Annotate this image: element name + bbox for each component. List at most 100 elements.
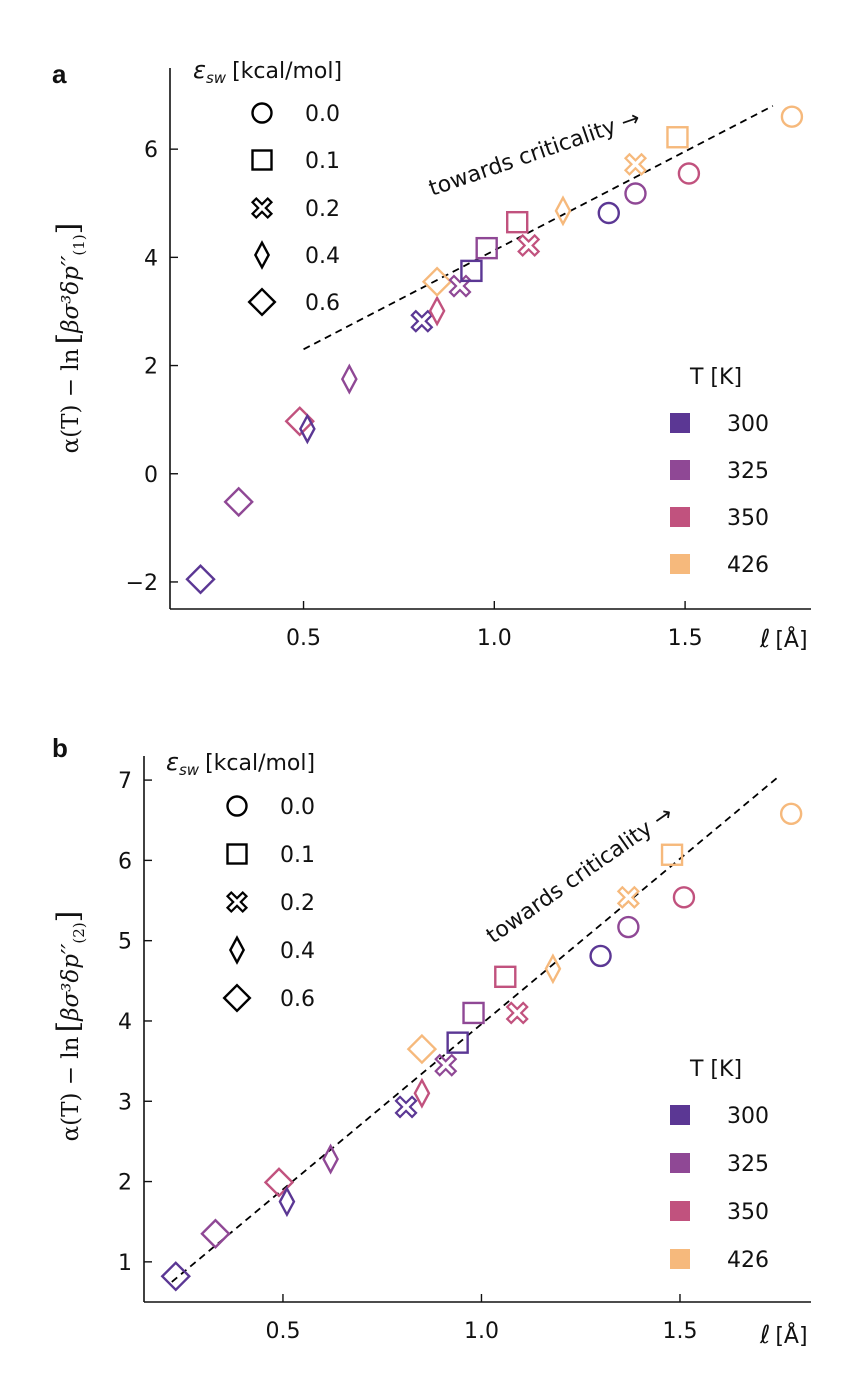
marker-legend-unit: [kcal/mol] <box>232 59 342 84</box>
x-axis-unit: [Å] <box>775 1322 807 1349</box>
y-tick-label: 5 <box>118 930 132 955</box>
x-tick-label: 1.0 <box>464 1319 499 1344</box>
marker-legend-eps: ε <box>166 748 179 776</box>
marker-legend-symbol <box>253 240 271 270</box>
x-axis-symbol: ℓ <box>759 624 770 653</box>
panel-label: b <box>52 733 68 763</box>
y-axis-label-prefix: α(T) − ln <box>58 1036 84 1141</box>
y-tick-label: 1 <box>118 1251 132 1276</box>
y-axis-label-sub: (2) <box>70 922 88 943</box>
data-point <box>428 295 446 327</box>
data-point <box>223 486 254 518</box>
y-tick-label: −2 <box>126 571 158 596</box>
chart-panel-a: a −2 0 2 4 6 0.5 1.0 1.5 ℓ [Å] α(T) − ln [βσ³δp′′(1)… <box>51 56 811 653</box>
y-tick-label: 6 <box>144 138 158 163</box>
data-point <box>616 885 640 909</box>
y-axis-label-body: βσ³δp′′ <box>58 943 84 1022</box>
y-axis-label-body: βσ³δp′′ <box>58 255 84 334</box>
temperature-legend-value: 325 <box>727 1152 769 1177</box>
data-point <box>434 1053 458 1077</box>
data-point <box>780 105 804 128</box>
marker-legend-symbol <box>251 149 273 171</box>
y-tick-label: 4 <box>144 246 158 271</box>
marker-legend-symbol <box>222 983 252 1013</box>
temperature-legend-swatch <box>670 460 690 480</box>
data-point <box>340 363 358 395</box>
data-point <box>185 564 216 595</box>
marker-legend-unit: [kcal/mol] <box>205 751 315 776</box>
temperature-legend-value: 350 <box>727 1200 769 1225</box>
data-point <box>666 126 689 149</box>
y-axis-label-prefix: α(T) − ln <box>58 348 84 453</box>
data-point <box>475 236 498 260</box>
y-tick-label: 3 <box>118 1090 132 1115</box>
x-tick-label: 1.0 <box>477 626 512 651</box>
data-point <box>623 152 648 176</box>
chart-panel-b: b 1 2 3 4 5 6 7 0.5 1.0 1.5 ℓ [Å] α(T) − ln [βσ³δp′′(2… <box>51 733 811 1349</box>
y-axis-bracket-left: [ <box>51 1021 86 1033</box>
marker-legend-value: 0.2 <box>280 891 315 916</box>
data-point <box>597 201 620 225</box>
marker-legend-symbol <box>226 795 248 817</box>
marker-legend-value: 0.0 <box>305 102 340 127</box>
data-point <box>278 1186 296 1218</box>
temperature-legend-title: T [K] <box>689 1057 742 1082</box>
data-point <box>660 843 684 866</box>
criticality-annotation: towards criticality → <box>426 106 644 202</box>
y-axis-label: α(T) − ln [βσ³δp′′(2)] <box>51 911 88 1142</box>
data-point <box>298 413 316 445</box>
marker-legend-title: εsw [kcal/mol] <box>193 56 342 87</box>
data-point <box>617 915 640 939</box>
data-point <box>322 1143 339 1175</box>
temperature-legend-value: 325 <box>727 459 769 484</box>
temperature-legend-swatch <box>670 413 690 433</box>
y-axis-label-sub: (1) <box>70 234 88 255</box>
temperature-legend-value: 426 <box>727 553 769 578</box>
y-axis-label-text: α(T) − ln [βσ³δp′′(1)] <box>51 223 88 454</box>
x-axis-symbol: ℓ <box>759 1320 770 1349</box>
y-tick-label: 7 <box>118 769 132 794</box>
y-tick-label: 2 <box>144 355 158 380</box>
data-point <box>200 1218 231 1249</box>
y-tick-label: 6 <box>118 849 132 874</box>
marker-legend-symbol <box>226 843 248 865</box>
x-axis-label: ℓ [Å] <box>759 624 808 653</box>
marker-legend-symbol <box>247 287 277 317</box>
y-axis-bracket-left: [ <box>51 333 86 345</box>
data-point <box>448 274 472 298</box>
data-point <box>677 162 701 185</box>
y-axis-label-text: α(T) − ln [βσ³δp′′(2)] <box>51 911 88 1142</box>
data-point <box>554 195 572 227</box>
y-tick-label: 0 <box>144 463 158 488</box>
marker-legend-value: 0.6 <box>305 291 340 316</box>
data-point <box>460 259 483 283</box>
data-point <box>446 1031 469 1054</box>
marker-legend-value: 0.4 <box>280 939 315 964</box>
data-point <box>413 1077 431 1109</box>
marker-legend-value: 0.2 <box>305 197 340 222</box>
temperature-legend-value: 300 <box>727 1104 769 1129</box>
data-point <box>517 233 541 258</box>
x-axis-label: ℓ [Å] <box>759 1320 808 1349</box>
temperature-legend-swatch <box>670 1201 690 1221</box>
data-point <box>672 886 696 909</box>
y-tick-label: 4 <box>118 1010 132 1035</box>
temperature-legend-value: 426 <box>727 1248 769 1273</box>
data-point <box>462 1001 485 1025</box>
data-point <box>779 802 803 826</box>
x-tick-label: 0.5 <box>286 626 321 651</box>
y-axis-bracket-right: ] <box>51 223 86 235</box>
data-point <box>494 965 517 989</box>
panel-label: a <box>52 59 67 89</box>
y-axis-label: α(T) − ln [βσ³δp′′(1)] <box>51 223 88 454</box>
temperature-legend-swatch <box>670 1153 690 1173</box>
temperature-legend-swatch <box>670 1249 690 1269</box>
fit-line <box>303 105 774 351</box>
temperature-legend-swatch <box>670 554 690 574</box>
x-tick-label: 1.5 <box>662 1319 697 1344</box>
marker-legend-value: 0.0 <box>280 795 315 820</box>
x-axis-unit: [Å] <box>775 626 807 653</box>
temperature-legend-swatch <box>670 507 690 527</box>
data-point <box>263 1167 295 1198</box>
